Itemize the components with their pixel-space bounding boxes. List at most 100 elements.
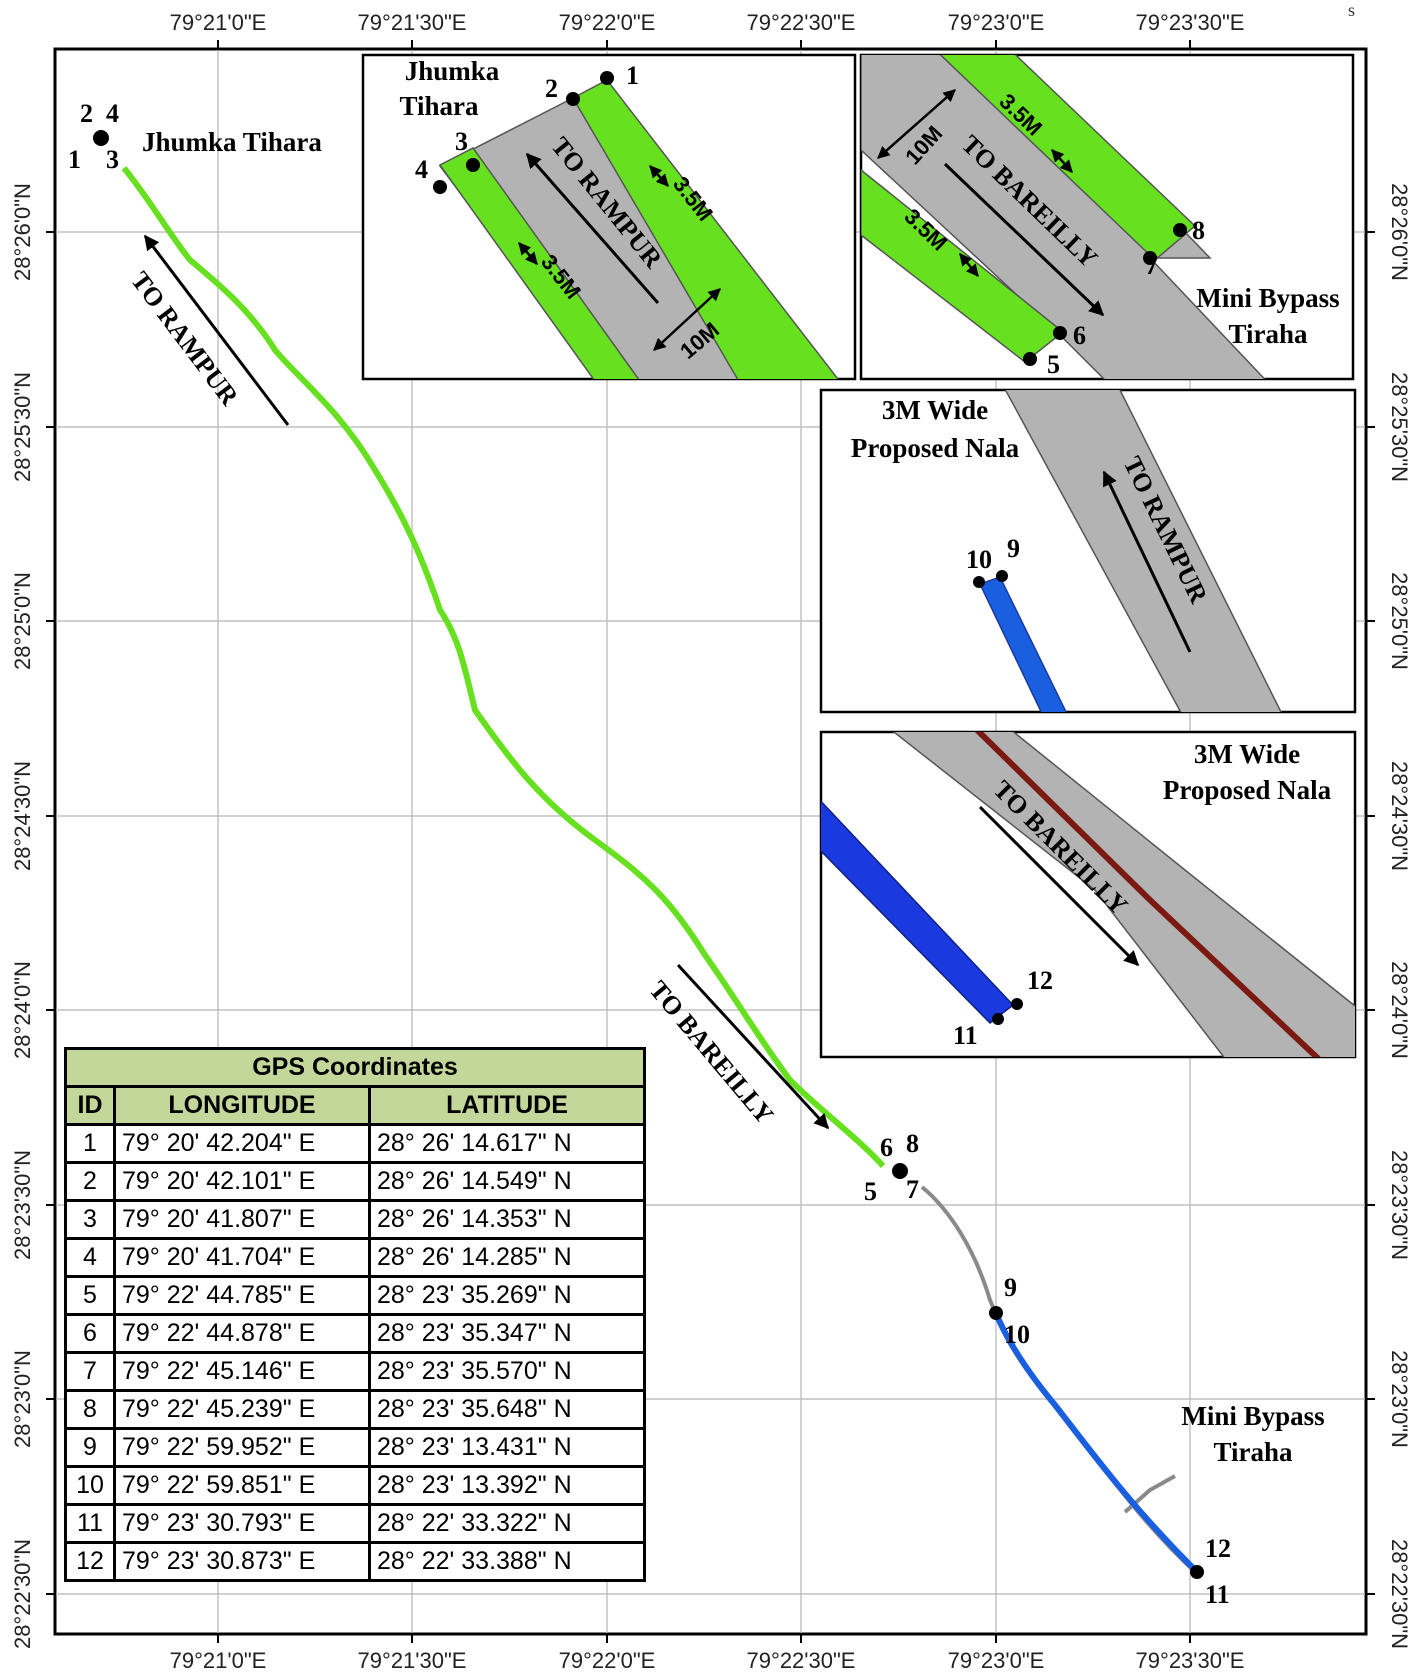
cell-id: 7 bbox=[64, 1351, 116, 1392]
lat-label-left-7: 28°23'0"N bbox=[10, 1350, 35, 1448]
lon-label-bottom-2: 79°21'30"E bbox=[358, 1648, 467, 1673]
inset2-dim-lane-north bbox=[1051, 149, 1073, 173]
main-point-mini bbox=[892, 1163, 908, 1179]
inset1-lane-east bbox=[571, 79, 839, 379]
inset-nala-bareilly: 12 11 3M Wide Proposed Nala TO BAREILLY bbox=[819, 730, 1357, 1059]
cell-id: 3 bbox=[64, 1199, 116, 1240]
lat-label-left-8: 28°22'30"N bbox=[10, 1539, 35, 1649]
inset2-place-1: Mini Bypass bbox=[1196, 283, 1339, 313]
cell-id: 6 bbox=[64, 1313, 116, 1354]
main-point-11-12 bbox=[1190, 1565, 1204, 1579]
inset1-lane-west bbox=[438, 147, 640, 379]
main-place-mini-1: Mini Bypass bbox=[1181, 1401, 1324, 1431]
cell-longitude: 79° 20' 42.204" E bbox=[113, 1123, 371, 1164]
inset2-arrow-bareilly bbox=[943, 162, 1105, 317]
cell-longitude: 79° 22' 59.851" E bbox=[113, 1465, 371, 1506]
lat-label-right-2: 28°25'30"N bbox=[1387, 372, 1412, 482]
inset1-place-1: Jhumka bbox=[405, 56, 500, 86]
main-label-11: 11 bbox=[1205, 1580, 1230, 1609]
cell-latitude: 28° 22' 33.388" N bbox=[368, 1541, 646, 1582]
table-row: 2 79° 20' 42.101" E 28° 26' 14.549" N bbox=[64, 1161, 646, 1202]
cell-latitude: 28° 26' 14.617" N bbox=[368, 1123, 646, 1164]
table-row: 9 79° 22' 59.952" E 28° 23' 13.431" N bbox=[64, 1427, 646, 1468]
table-row: 4 79° 20' 41.704" E 28° 26' 14.285" N bbox=[64, 1237, 646, 1278]
cell-latitude: 28° 23' 35.570" N bbox=[368, 1351, 646, 1392]
lat-label-right-6: 28°23'30"N bbox=[1387, 1150, 1412, 1260]
inset4-nala bbox=[821, 800, 1015, 1025]
cell-latitude: 28° 26' 14.285" N bbox=[368, 1237, 646, 1278]
inset2-dim-road bbox=[877, 89, 956, 159]
cell-longitude: 79° 22' 45.146" E bbox=[113, 1351, 371, 1392]
inset2-dim-lane-south bbox=[959, 253, 979, 277]
inset-nala-rampur: 10 9 3M Wide Proposed Nala TO RAMPUR bbox=[819, 388, 1357, 714]
inset1-dim-lane-east bbox=[649, 165, 669, 187]
main-blue-nala bbox=[995, 1316, 1198, 1573]
inset2-label-6: 6 bbox=[1073, 321, 1086, 350]
main-arrow-rampur bbox=[143, 234, 290, 426]
inset3-label-10: 10 bbox=[966, 545, 992, 574]
lon-label-bottom-4: 79°22'30"E bbox=[747, 1648, 856, 1673]
cell-longitude: 79° 23' 30.873" E bbox=[113, 1541, 371, 1582]
inset1-label-4: 4 bbox=[415, 155, 428, 184]
inset3-label-9: 9 bbox=[1007, 534, 1020, 563]
inset4-road bbox=[892, 732, 1355, 1057]
main-label-7: 7 bbox=[906, 1175, 919, 1204]
main-label-3: 3 bbox=[106, 145, 119, 174]
inset1-dim-lane-west bbox=[518, 242, 538, 265]
cell-latitude: 28° 26' 14.549" N bbox=[368, 1161, 646, 1202]
main-label-12: 12 bbox=[1205, 1534, 1231, 1563]
main-label-8: 8 bbox=[906, 1129, 919, 1158]
lon-label-bottom-3: 79°22'0"E bbox=[559, 1648, 656, 1673]
cell-longitude: 79° 22' 44.878" E bbox=[113, 1313, 371, 1354]
main-place-mini-2: Tiraha bbox=[1213, 1437, 1293, 1467]
lon-label-top-5: 79°23'0"E bbox=[948, 10, 1045, 35]
table-row: 12 79° 23' 30.873" E 28° 22' 33.388" N bbox=[64, 1541, 646, 1582]
cell-id: 8 bbox=[64, 1389, 116, 1430]
inset2-label-8: 8 bbox=[1192, 216, 1205, 245]
lat-label-left-2: 28°25'30"N bbox=[10, 372, 35, 482]
lat-label-right-5: 28°24'0"N bbox=[1387, 961, 1412, 1059]
cell-longitude: 79° 20' 41.704" E bbox=[113, 1237, 371, 1278]
main-label-5: 5 bbox=[864, 1177, 877, 1206]
inset2-label-5: 5 bbox=[1047, 350, 1060, 379]
cell-id: 4 bbox=[64, 1237, 116, 1278]
lat-label-right-1: 28°26'0"N bbox=[1387, 183, 1412, 281]
lat-label-right-3: 28°25'0"N bbox=[1387, 572, 1412, 670]
table-row: 5 79° 22' 44.785" E 28° 23' 35.269" N bbox=[64, 1275, 646, 1316]
cell-latitude: 28° 23' 13.392" N bbox=[368, 1465, 646, 1506]
cell-id: 5 bbox=[64, 1275, 116, 1316]
cell-longitude: 79° 20' 41.807" E bbox=[113, 1199, 371, 1240]
inset1-arrow-rampur bbox=[525, 152, 660, 304]
header-id: ID bbox=[64, 1085, 116, 1126]
cell-latitude: 28° 23' 13.431" N bbox=[368, 1427, 646, 1468]
inset2-label-7: 7 bbox=[1145, 251, 1158, 280]
lat-label-left-5: 28°24'0"N bbox=[10, 961, 35, 1059]
table-row: 8 79° 22' 45.239" E 28° 23' 35.648" N bbox=[64, 1389, 646, 1430]
lat-label-left-3: 28°25'0"N bbox=[10, 572, 35, 670]
lon-label-bottom-6: 79°23'30"E bbox=[1136, 1648, 1245, 1673]
inset-mini-bypass: 8 7 5 6 Mini Bypass Tiraha TO BAREILLY 3… bbox=[859, 53, 1355, 381]
cell-id: 11 bbox=[64, 1503, 116, 1544]
header-latitude: LATITUDE bbox=[368, 1085, 646, 1126]
cell-longitude: 79° 22' 44.785" E bbox=[113, 1275, 371, 1316]
cell-id: 12 bbox=[64, 1541, 116, 1582]
cell-latitude: 28° 23' 35.648" N bbox=[368, 1389, 646, 1430]
inset3-arrow-rampur bbox=[1102, 470, 1192, 653]
main-label-2: 2 bbox=[80, 99, 93, 128]
main-arrow-bareilly bbox=[676, 963, 830, 1130]
main-point-jhumka bbox=[93, 130, 109, 146]
lat-label-right-7: 28°23'0"N bbox=[1387, 1350, 1412, 1448]
lon-label-top-4: 79°22'30"E bbox=[747, 10, 856, 35]
cell-latitude: 28° 23' 35.347" N bbox=[368, 1313, 646, 1354]
lon-label-top-2: 79°21'30"E bbox=[358, 10, 467, 35]
gps-table-title: GPS Coordinates bbox=[64, 1047, 646, 1088]
lat-label-left-4: 28°24'30"N bbox=[10, 761, 35, 871]
inset3-nala-2: Proposed Nala bbox=[851, 433, 1020, 463]
cell-longitude: 79° 22' 45.239" E bbox=[113, 1389, 371, 1430]
inset1-dim-road bbox=[653, 288, 721, 351]
main-green-route bbox=[121, 166, 886, 1168]
lon-label-top-1: 79°21'0"E bbox=[170, 10, 267, 35]
frame-ticks bbox=[46, 40, 1375, 1643]
inset1-label-3: 3 bbox=[455, 127, 468, 156]
